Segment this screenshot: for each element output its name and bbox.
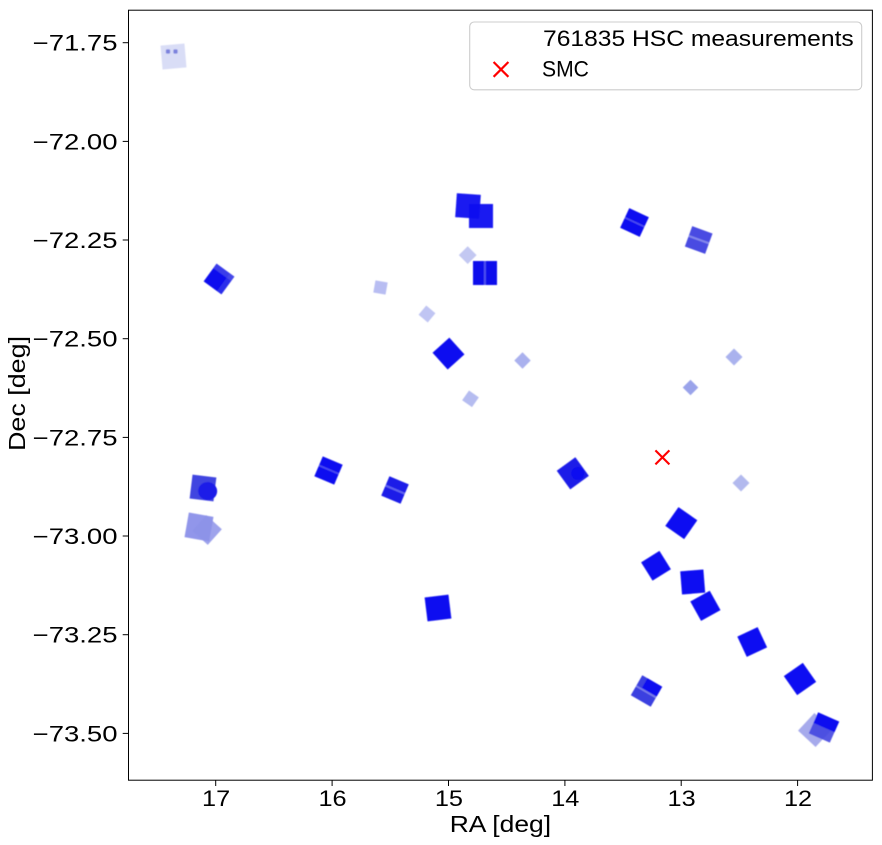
svg-text:761835 HSC measurements: 761835 HSC measurements: [543, 26, 854, 50]
svg-text:14: 14: [551, 787, 579, 811]
svg-text:Dec [deg]: Dec [deg]: [5, 336, 31, 451]
svg-text:13: 13: [668, 787, 696, 811]
svg-text:15: 15: [435, 787, 463, 811]
svg-text:−71.75: −71.75: [33, 31, 118, 56]
svg-text:16: 16: [318, 787, 346, 811]
svg-text:−73.50: −73.50: [33, 722, 118, 747]
svg-text:17: 17: [202, 787, 230, 811]
svg-text:−73.25: −73.25: [33, 623, 118, 648]
svg-text:SMC: SMC: [542, 56, 589, 82]
svg-text:−73.00: −73.00: [33, 525, 118, 550]
svg-text:−72.00: −72.00: [33, 130, 118, 155]
svg-text:12: 12: [784, 787, 812, 811]
svg-text:−72.25: −72.25: [33, 229, 118, 254]
svg-text:−72.50: −72.50: [33, 327, 118, 352]
svg-text:−72.75: −72.75: [33, 426, 118, 451]
svg-text:RA [deg]: RA [deg]: [450, 813, 551, 838]
